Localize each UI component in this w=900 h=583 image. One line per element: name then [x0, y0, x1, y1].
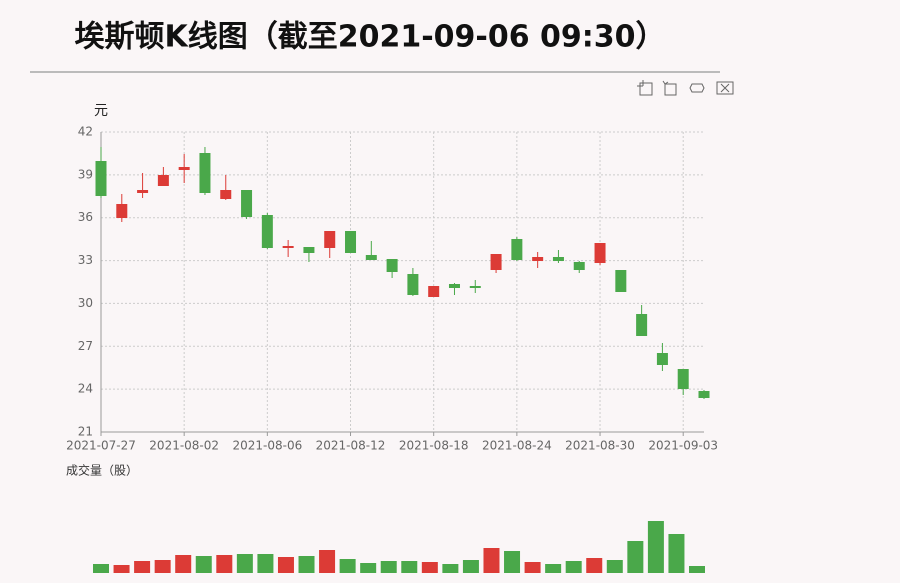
zoom-reset-icon[interactable] [662, 80, 677, 96]
candle-body [469, 286, 481, 288]
x-tick-label: 2021-08-02 [149, 439, 219, 453]
volume-bar [647, 521, 664, 573]
candle-body [698, 391, 710, 398]
candle-body [448, 284, 460, 288]
candle-body [95, 161, 107, 196]
candle-body [365, 255, 377, 260]
restore-icon[interactable] [689, 83, 705, 93]
volume-bar [627, 541, 644, 573]
volume-label: 成交量（股） [66, 463, 138, 478]
candle-body [116, 204, 128, 218]
volume-bar [93, 564, 109, 573]
volume-bar [668, 534, 685, 573]
candle-body [137, 190, 149, 193]
candle-body [615, 270, 627, 292]
candle-body [532, 257, 544, 261]
candle-body [303, 247, 315, 253]
save-icon[interactable] [716, 81, 734, 95]
candle-body [282, 246, 294, 248]
volume-bar [298, 556, 315, 573]
y-tick-label: 42 [78, 125, 93, 139]
candle-body [386, 259, 398, 272]
candle-body [428, 286, 440, 297]
candle-body [656, 353, 668, 365]
volume-bar [524, 562, 541, 573]
candle-body [157, 175, 169, 186]
x-tick-label: 2021-08-12 [316, 439, 386, 453]
candle-body [220, 190, 232, 199]
volume-bar [113, 565, 130, 573]
candle-body [552, 257, 564, 261]
volume-bar [442, 564, 459, 573]
x-tick-label: 2021-08-18 [399, 439, 469, 453]
zoom-icon[interactable] [637, 80, 653, 96]
volume-bar [319, 550, 336, 573]
volume-bar [175, 555, 192, 573]
volume-bar [504, 551, 521, 573]
volume-bar [360, 563, 377, 573]
y-tick-label: 39 [78, 167, 93, 181]
x-tick-label: 2021-08-24 [482, 439, 552, 453]
candle-body [178, 167, 190, 170]
volume-bar [339, 559, 356, 573]
volume-bar [154, 560, 171, 573]
candle-body [324, 231, 336, 248]
candle-body [345, 231, 357, 253]
candle-body [677, 369, 689, 389]
volume-bar [216, 555, 233, 573]
candle-body [407, 274, 419, 295]
volume-bar [462, 560, 479, 573]
candle-body [241, 190, 253, 217]
candle-body [511, 239, 523, 260]
y-tick-label: 27 [78, 339, 93, 353]
x-tick-label: 2021-08-30 [565, 439, 635, 453]
volume-bar [277, 557, 294, 573]
candle-body [573, 262, 585, 270]
x-tick-label: 2021-09-03 [648, 439, 718, 453]
volume-bar [236, 554, 253, 573]
chart-title: 埃斯顿K线图（截至2021-09-06 09:30） [74, 20, 665, 55]
x-tick-label: 2021-08-06 [232, 439, 302, 453]
y-tick-label: 30 [78, 296, 93, 310]
volume-bar [689, 566, 705, 573]
candle-body [490, 254, 502, 270]
candle-body [199, 153, 211, 193]
y-tick-label: 24 [78, 382, 93, 396]
candle-body [594, 243, 606, 263]
volume-bar [134, 561, 151, 573]
y-tick-label: 21 [78, 425, 93, 439]
volume-bar [606, 560, 623, 573]
volume-bar [401, 561, 418, 573]
x-tick-label: 2021-07-27 [66, 439, 136, 453]
toolbar [637, 80, 734, 96]
candle-body [636, 314, 648, 336]
candle-body [261, 215, 273, 248]
volume-bar [380, 561, 397, 573]
volume-bar [565, 561, 582, 573]
volume-bar [545, 564, 562, 573]
volume-bar [421, 562, 438, 573]
volume-bar [257, 554, 274, 573]
volume-bar [586, 558, 603, 573]
y-axis-label: 元 [94, 103, 108, 119]
volume-bar [483, 548, 500, 573]
y-tick-label: 33 [78, 253, 93, 267]
plot-area: 21 24 27 30 33 36 39 42 2021-07-27 2021-08-02 2021… [66, 125, 718, 573]
y-tick-label: 36 [78, 210, 93, 224]
volume-bar [195, 556, 212, 573]
